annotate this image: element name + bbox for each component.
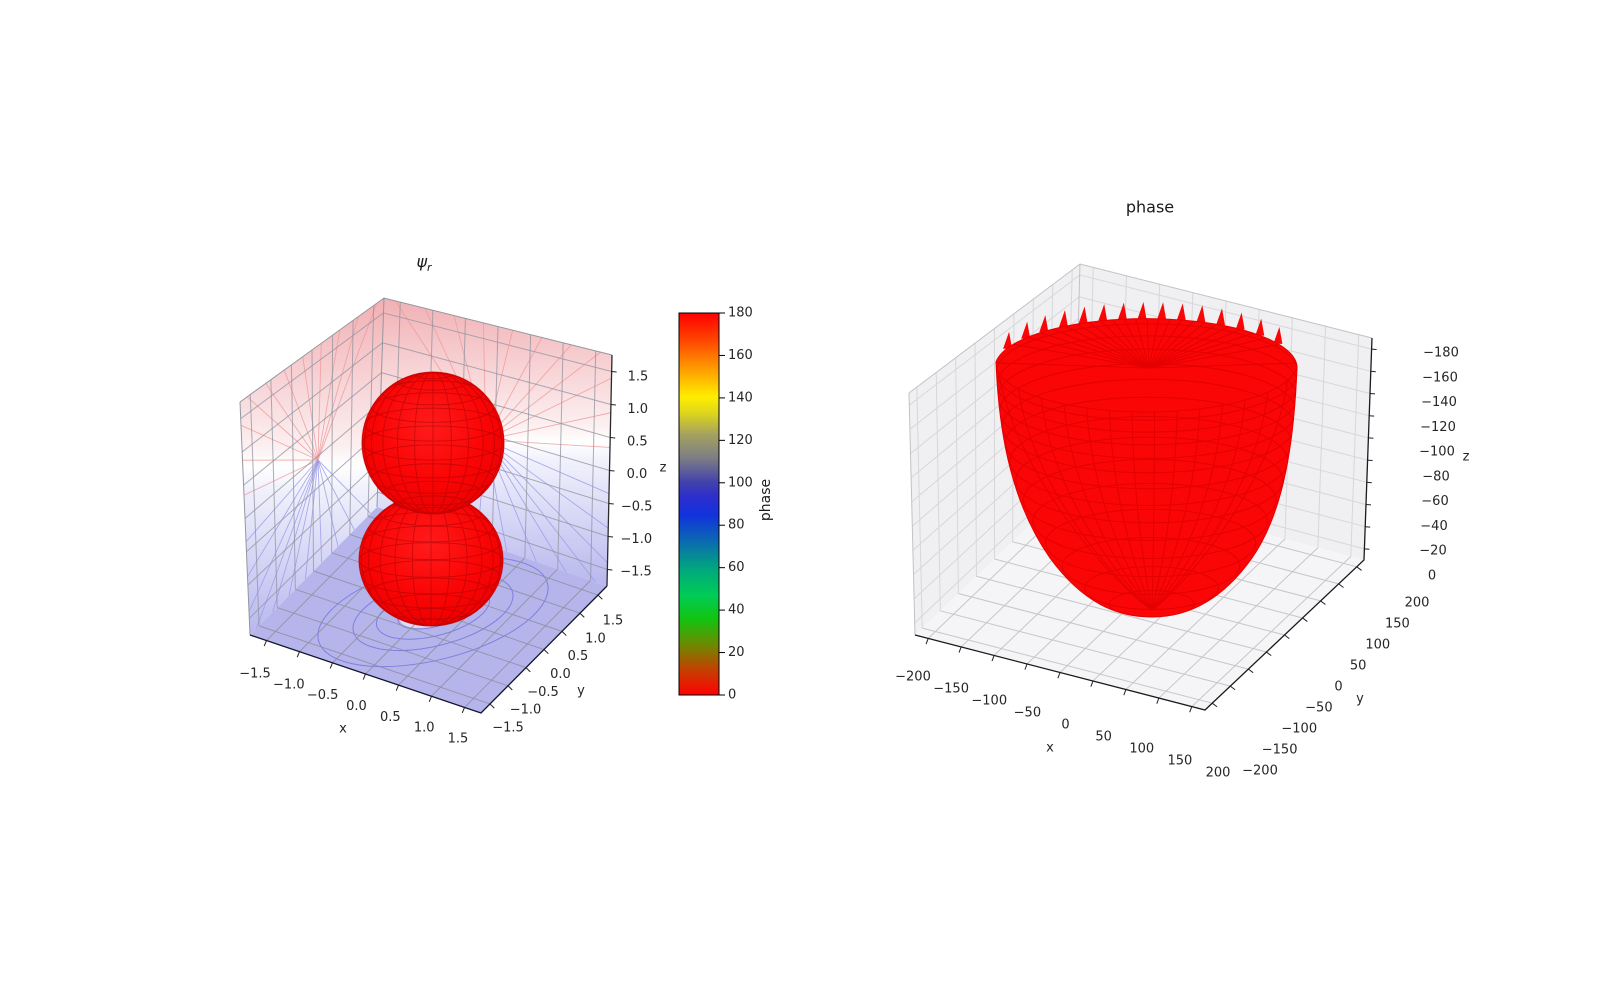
left-plot-title: ψr [416,252,431,274]
right-z-axis: 0 −20 −40 −60 −80 −100 −120 −140 −160 −180 z [1364,346,1470,584]
left-z-tick-label: 0.0 [627,467,648,482]
left-x-tick-label: 0.5 [380,710,401,725]
colorbar-tick-label: 140 [728,390,753,405]
right-z-tick-label: −160 [1422,370,1458,385]
right-y-tick-label: −50 [1305,701,1332,716]
left-x-tick-label: 1.5 [448,732,469,747]
left-x-tick-label: −0.5 [307,688,339,703]
right-z-tick-label: −100 [1419,445,1455,460]
left-z-tick-label: −1.5 [620,565,652,580]
right-y-tick-label: 50 [1350,659,1367,674]
colorbar-tick-label: 0 [728,688,736,703]
left-y-tick-label: 0.5 [568,649,589,664]
colorbar-tick-label: 100 [728,475,753,490]
left-x-tick-label: 1.0 [414,721,435,736]
right-x-axis-label: x [1046,741,1054,756]
right-y-tick-label: 0 [1334,680,1342,695]
right-y-tick-label: −150 [1262,743,1298,758]
colorbar-tick-label: 60 [728,560,745,575]
right-z-tick-label: −60 [1421,494,1448,509]
left-z-axis-label: z [660,461,667,476]
left-y-tick-label: −1.0 [510,703,542,718]
right-plot-title: phase [1125,197,1175,217]
right-x-tick-label: 150 [1167,754,1192,769]
left-y-tick-label: −1.5 [492,721,524,736]
left-y-axis: −1.5 −1.0 −0.5 0.0 0.5 1.0 1.5 y [489,594,624,736]
left-wall-contours [240,303,378,629]
right-z-tick-label: −120 [1420,420,1456,435]
right-z-axis-label: z [1463,450,1470,465]
left-z-tick-label: −1.0 [621,532,653,547]
psi-symbol: ψ [416,251,428,271]
right-y-axis-label: y [1356,692,1364,707]
left-y-tick-label: 1.0 [585,631,606,646]
left-y-tick-label: 0.0 [550,667,571,682]
right-z-tick-label: −80 [1422,469,1449,484]
right-y-axis: −200 −150 −100 −500 50 100 150 200 y [1211,566,1430,779]
right-z-tick-label: −40 [1420,519,1447,534]
right-y-tick-label: −200 [1242,764,1278,779]
left-z-tick-label: −0.5 [621,500,653,515]
colorbar-tick-label: 160 [728,348,753,363]
right-z-tick-label: −20 [1419,544,1446,559]
left-z-tick-label: 1.0 [627,402,648,417]
colorbar-tick-label: 120 [728,433,753,448]
colorbar-bar [678,312,720,696]
right-y-tick-label: 200 [1405,596,1430,611]
psi-subscript: r [427,261,432,275]
left-z-tick-label: 0.5 [627,435,648,450]
right-z-tick-label: −180 [1423,346,1459,361]
right-x-tick-label: 100 [1129,742,1154,757]
right-z-tick-label: −140 [1421,395,1457,410]
left-z-tick-label: 1.5 [628,370,649,385]
left-x-axis: −1.5−1.0−0.5 0.0 0.5 1.0 1.5 x [239,640,469,747]
right-x-tick-label: 50 [1095,730,1112,745]
right-y-tick-label: −100 [1281,722,1317,737]
right-x-tick-label: −100 [971,694,1007,709]
left-y-tick-label: −0.5 [527,685,559,700]
colorbar-tick-label: 180 [728,306,753,321]
colorbar: 0 20 40 60 80 100 120 140 160 180 [678,306,753,703]
right-x-tick-label: 0 [1061,718,1069,733]
right-y-tick-label: 150 [1385,617,1410,632]
right-z-tick-label: 0 [1428,569,1436,584]
left-z-axis: −1.5 −1.0 −0.5 0.0 0.5 1.0 1.5 z [607,370,667,580]
right-x-tick-label: −150 [933,682,969,697]
colorbar-label: phase [758,478,774,522]
colorbar-tick-label: 40 [728,603,745,618]
left-x-tick-label: −1.0 [273,677,305,692]
left-x-axis-label: x [339,722,347,737]
right-plot: −200−150−100−50050100150200x−200−150−100… [895,263,1470,781]
colorbar-tick-label: 20 [728,645,745,660]
right-x-tick-label: −50 [1014,706,1041,721]
right-y-tick-label: 100 [1365,638,1390,653]
right-x-axis: −200−150−100 −50 0 50 100 150 200 x [895,638,1231,781]
left-y-axis-label: y [577,684,585,699]
left-y-tick-label: 1.5 [603,614,624,629]
left-x-tick-label: 0.0 [346,699,367,714]
colorbar-tick-label: 80 [728,518,745,533]
left-x-tick-label: −1.5 [239,667,271,682]
left-plot: −1.5−1.0−0.50.00.51.01.5x −1.5−1.0−0.50.0… [239,297,667,747]
right-x-tick-label: −200 [895,670,931,685]
right-x-tick-label: 200 [1206,766,1231,781]
orbital-lobe [361,371,505,515]
